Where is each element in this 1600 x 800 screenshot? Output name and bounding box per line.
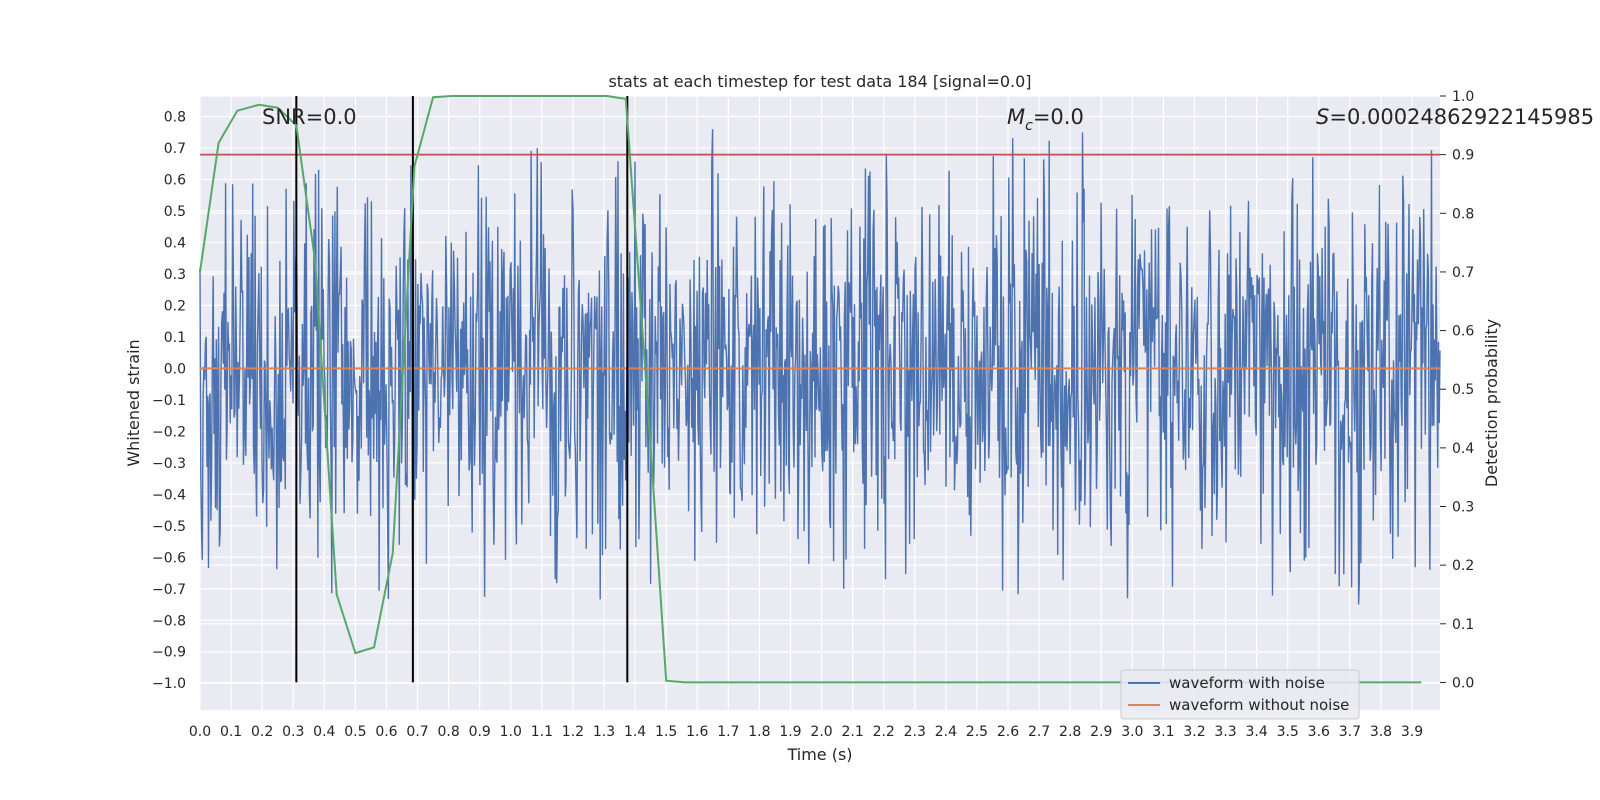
x-tick-label: 3.0 — [1121, 724, 1143, 740]
y-tick-label: 0.1 — [164, 330, 186, 346]
y-tick-label: −0.9 — [152, 645, 186, 661]
y-tick-label: 0.0 — [164, 361, 186, 377]
x-tick-label: 0.1 — [220, 724, 242, 740]
legend-label-noise: waveform with noise — [1169, 674, 1325, 692]
y-right-tick-label: 0.0 — [1452, 675, 1474, 691]
overlay-lines — [199, 95, 1440, 684]
x-tick-label: 2.5 — [966, 724, 988, 740]
x-tick-label: 3.7 — [1339, 724, 1361, 740]
x-tick-label: 3.9 — [1401, 724, 1423, 740]
x-tick-label: 0.8 — [437, 724, 459, 740]
x-tick-label: 2.8 — [1059, 724, 1081, 740]
y-tick-label: 0.2 — [164, 298, 186, 314]
y-tick-label: 0.7 — [164, 141, 186, 157]
noise-waveform-line — [199, 129, 1441, 605]
y-right-tick-label: 0.4 — [1452, 441, 1474, 457]
y-right-tick-label: 0.9 — [1452, 148, 1474, 164]
y-tick-label: −0.4 — [152, 487, 186, 503]
x-tick-label: 1.6 — [686, 724, 708, 740]
x-tick-label: 2.3 — [904, 724, 926, 740]
y-tick-label: −0.3 — [152, 456, 186, 472]
s-annotation: S=0.00024862922145985 — [1316, 105, 1594, 129]
y-axis-label: Whitened strain — [124, 339, 143, 466]
x-tick-label: 2.0 — [810, 724, 832, 740]
mc-annotation: Mc=0.0 — [1007, 105, 1084, 134]
x-tick-label: 3.5 — [1277, 724, 1299, 740]
x-tick-label: 3.3 — [1214, 724, 1236, 740]
legend: waveform with noise waveform without noi… — [1120, 669, 1360, 720]
y-tick-label: 0.5 — [164, 204, 186, 220]
x-tick-label: 0.6 — [375, 724, 397, 740]
y-tick-label: 0.6 — [164, 172, 186, 188]
x-tick-label: 0.2 — [251, 724, 273, 740]
chart-title: stats at each timestep for test data 184… — [608, 72, 1031, 91]
y-right-tick-label: 0.2 — [1452, 558, 1474, 574]
y-tick-label: −0.7 — [152, 582, 186, 598]
y-tick-label: −0.6 — [152, 550, 186, 566]
x-tick-label: 2.7 — [1028, 724, 1050, 740]
x-tick-label: 0.5 — [344, 724, 366, 740]
x-tick-label: 0.7 — [406, 724, 428, 740]
x-tick-label: 3.2 — [1183, 724, 1205, 740]
snr-annotation: SNR=0.0 — [262, 105, 357, 129]
x-tick-label: 1.2 — [562, 724, 584, 740]
y-tick-label: 0.4 — [164, 235, 186, 251]
x-tick-label: 1.9 — [779, 724, 801, 740]
x-tick-label: 0.9 — [469, 724, 491, 740]
x-tick-label: 1.5 — [655, 724, 677, 740]
x-tick-label: 1.7 — [717, 724, 739, 740]
y-right-tick-label: 1.0 — [1452, 89, 1474, 105]
x-tick-label: 1.0 — [500, 724, 522, 740]
y-tick-label: 0.3 — [164, 267, 186, 283]
y-right-tick-labels: 1.0 0.9 0.8 0.7 0.6 0.5 0.4 0.3 0.2 0.1 0.0 — [1440, 89, 1474, 691]
x-tick-label: 1.8 — [748, 724, 770, 740]
y-tick-label: −1.0 — [152, 676, 186, 692]
y-tick-label: −0.2 — [152, 424, 186, 440]
x-tick-label: 3.6 — [1308, 724, 1330, 740]
x-tick-label: 0.3 — [282, 724, 304, 740]
y-tick-labels: 0.8 0.7 0.6 0.5 0.4 0.3 0.2 0.1 0.0 −0.1 −0.2 −0.3 −… — [152, 109, 186, 692]
x-tick-label: 1.1 — [531, 724, 553, 740]
x-tick-label: 2.1 — [841, 724, 863, 740]
x-tick-labels: 0.0 0.1 0.2 0.3 0.4 0.5 0.6 0.7 0.8 0.9 1.0 1.1 1.2 1… — [189, 724, 1423, 740]
x-tick-label: 3.1 — [1152, 724, 1174, 740]
y-tick-label: −0.5 — [152, 519, 186, 535]
x-tick-label: 3.4 — [1246, 724, 1268, 740]
x-tick-label: 3.8 — [1370, 724, 1392, 740]
legend-box — [1120, 669, 1360, 720]
y-right-axis-label: Detection probability — [1482, 319, 1501, 487]
x-tick-label: 2.6 — [997, 724, 1019, 740]
x-tick-label: 0.4 — [313, 724, 335, 740]
y-right-tick-label: 0.5 — [1452, 382, 1474, 398]
y-right-tick-label: 0.7 — [1452, 265, 1474, 281]
x-tick-label: 0.0 — [189, 724, 211, 740]
y-right-tick-label: 0.1 — [1452, 617, 1474, 633]
y-right-tick-label: 0.8 — [1452, 206, 1474, 222]
y-tick-label: −0.8 — [152, 613, 186, 629]
x-tick-label: 2.2 — [873, 724, 895, 740]
x-tick-label: 2.4 — [935, 724, 957, 740]
y-tick-label: −0.1 — [152, 393, 186, 409]
y-right-tick-label: 0.3 — [1452, 500, 1474, 516]
y-right-tick-label: 0.6 — [1452, 324, 1474, 340]
detection-probability-line — [199, 95, 1422, 684]
series-waveform-with-noise — [199, 129, 1441, 605]
x-axis-label: Time (s) — [786, 745, 852, 764]
x-tick-label: 2.9 — [1090, 724, 1112, 740]
x-tick-label: 1.4 — [624, 724, 646, 740]
x-tick-label: 1.3 — [593, 724, 615, 740]
y-tick-label: 0.8 — [164, 109, 186, 125]
legend-label-clean: waveform without noise — [1169, 696, 1349, 714]
